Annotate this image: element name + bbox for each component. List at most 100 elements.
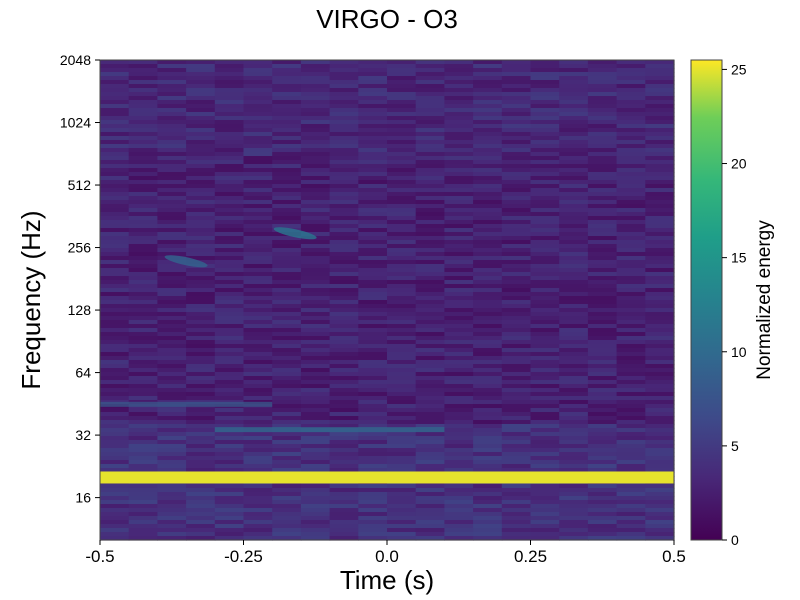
- heatmap-cell: [329, 372, 359, 377]
- heatmap-cell: [128, 164, 158, 169]
- heatmap-cell: [100, 364, 130, 369]
- heatmap-cell: [415, 308, 445, 313]
- heatmap-cell: [415, 84, 445, 89]
- heatmap-cell: [272, 368, 302, 373]
- heatmap-cell: [272, 248, 302, 253]
- heatmap-cell: [128, 500, 158, 505]
- heatmap-cell: [157, 344, 187, 349]
- heatmap-cell: [415, 224, 445, 229]
- heatmap-cell: [214, 144, 245, 149]
- heatmap-cell: [214, 492, 245, 497]
- heatmap-cell: [501, 512, 532, 517]
- heatmap-cell: [100, 440, 130, 445]
- heatmap-cell: [530, 204, 560, 209]
- heatmap-cell: [587, 376, 618, 381]
- heatmap-cell: [157, 432, 187, 437]
- heatmap-cell: [559, 96, 589, 101]
- heatmap-cell: [128, 252, 158, 257]
- heatmap-cell: [616, 280, 646, 285]
- heatmap-cell: [329, 96, 359, 101]
- heatmap-cell: [444, 224, 474, 229]
- heatmap-cell: [501, 504, 532, 509]
- heatmap-blobs: [100, 227, 674, 484]
- heatmap-cell: [128, 436, 158, 441]
- heatmap-cell: [157, 100, 187, 105]
- heatmap-cell: [214, 376, 245, 381]
- heatmap-cell: [300, 160, 331, 165]
- heatmap-cell: [300, 148, 331, 153]
- heatmap-cell: [587, 240, 618, 245]
- heatmap-cell: [358, 196, 388, 201]
- heatmap-cell: [616, 416, 646, 421]
- heatmap-cell: [186, 300, 216, 305]
- heatmap-cell: [616, 124, 646, 129]
- heatmap-cell: [530, 68, 560, 73]
- heatmap-cell: [300, 460, 331, 465]
- heatmap-cell: [157, 156, 187, 161]
- heatmap-cell: [243, 348, 273, 353]
- heatmap-cell: [157, 180, 187, 185]
- heatmap-cell: [587, 428, 618, 433]
- heatmap-cell: [214, 392, 245, 397]
- heatmap-cell: [358, 244, 388, 249]
- heatmap-cell: [272, 240, 302, 245]
- heatmap-cell: [100, 156, 130, 161]
- heatmap-cell: [329, 60, 359, 65]
- heatmap-cell: [329, 288, 359, 293]
- heatmap-cell: [645, 124, 675, 129]
- heatmap-cell: [358, 372, 388, 377]
- heatmap-cell: [100, 64, 130, 69]
- heatmap-cell: [415, 400, 445, 405]
- heatmap-cell: [157, 216, 187, 221]
- heatmap-cell: [501, 348, 532, 353]
- heatmap-cell: [616, 208, 646, 213]
- heatmap-cell: [616, 384, 646, 389]
- heatmap-cell: [300, 180, 331, 185]
- heatmap-cell: [329, 388, 359, 393]
- heatmap-cell: [272, 80, 302, 85]
- heatmap-cell: [616, 304, 646, 309]
- heatmap-cell: [358, 260, 388, 265]
- heatmap-cell: [329, 468, 359, 473]
- heatmap-cell: [387, 460, 417, 465]
- heatmap-cell: [329, 436, 359, 441]
- heatmap-cell: [300, 124, 331, 129]
- heatmap-cell: [358, 68, 388, 73]
- heatmap-cell: [444, 348, 474, 353]
- heatmap-cell: [501, 396, 532, 401]
- heatmap-cell: [501, 336, 532, 341]
- heatmap-cell: [186, 84, 216, 89]
- heatmap-cell: [243, 108, 273, 113]
- heatmap-cell: [415, 280, 445, 285]
- heatmap-cell: [501, 180, 532, 185]
- heatmap-cell: [100, 292, 130, 297]
- heatmap-cell: [358, 300, 388, 305]
- heatmap-cell: [444, 436, 474, 441]
- heatmap-cell: [444, 452, 474, 457]
- y-tick-label: 64: [75, 365, 91, 381]
- heatmap-cell: [243, 328, 273, 333]
- heatmap-cell: [559, 232, 589, 237]
- heatmap-cell: [300, 408, 331, 413]
- heatmap-cell: [587, 412, 618, 417]
- heatmap-cell: [214, 116, 245, 121]
- heatmap-cell: [473, 136, 503, 141]
- heatmap-cell: [329, 128, 359, 133]
- heatmap-cell: [444, 208, 474, 213]
- heatmap-cell: [300, 80, 331, 85]
- heatmap-cell: [473, 164, 503, 169]
- heatmap-cell: [645, 80, 675, 85]
- heatmap-cell: [128, 536, 158, 541]
- heatmap-cell: [329, 172, 359, 177]
- heatmap-cell: [243, 432, 273, 437]
- heatmap-cell: [157, 276, 187, 281]
- heatmap-cell: [415, 180, 445, 185]
- heatmap-cell: [358, 452, 388, 457]
- heatmap-cell: [214, 516, 245, 521]
- heatmap-cell: [616, 356, 646, 361]
- heatmap-cell: [587, 404, 618, 409]
- heatmap-cell: [214, 168, 245, 173]
- heatmap-cell: [616, 400, 646, 405]
- heatmap-cell: [387, 140, 417, 145]
- heatmap-cell: [444, 188, 474, 193]
